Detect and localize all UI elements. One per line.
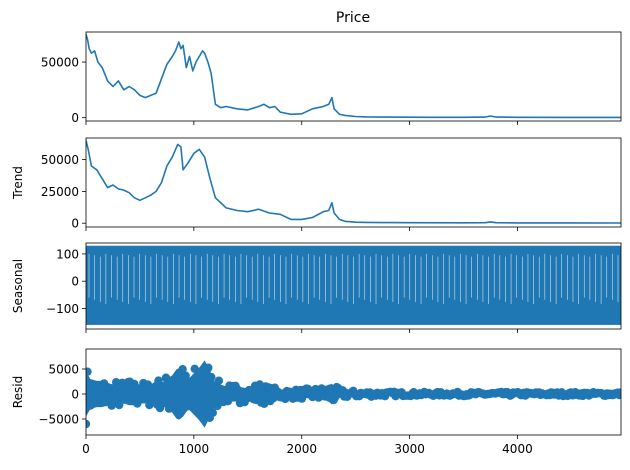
trend-data [86,140,621,224]
resid-point [196,383,205,392]
resid-point [137,394,147,404]
panel-trend: 0 25000 50000 Trend [11,137,622,231]
x-tick-label: 0 [82,442,90,456]
resid-data [86,360,621,429]
resid-point [86,419,91,429]
resid-point [154,376,163,385]
y-tick-label: −5000 [38,413,79,427]
panel-observed: 0 50000 [41,31,622,125]
resid-point [155,403,165,413]
y-tick-label: 0 [71,388,79,402]
resid-point [190,364,199,373]
resid-point [143,380,153,389]
resid-point [102,393,112,402]
panel-seasonal: −100 0 100 Seasonal [11,242,622,333]
resid-point [118,378,127,387]
panel-resid: −5000 0 5000 0 1000 2000 3000 4000 Resid [11,348,622,456]
resid-point [175,382,184,391]
x-tick-label: 3000 [394,442,425,456]
resid-point [297,394,307,403]
resid-point [187,389,196,398]
x-tick-label: 2000 [286,442,317,456]
resid-point [232,384,242,393]
resid-point [616,388,621,397]
resid-axes-frame [85,348,622,436]
resid-point [130,379,139,389]
resid-point [193,376,202,385]
resid-point [181,371,190,380]
chart-title: Price [336,10,370,26]
trend-series-line [86,140,621,224]
resid-point [281,394,290,404]
observed-data [86,33,621,119]
resid-point [86,367,92,376]
y-tick-label: 50000 [41,56,79,70]
resid-point [207,372,216,382]
resid-point [192,396,201,405]
resid-point [222,387,231,397]
y-tick-label: 25000 [41,185,79,199]
x-tick-label: 1000 [179,442,210,456]
resid-point [223,397,233,406]
y-tick-label: 100 [56,247,79,261]
y-axis-label: Trend [11,166,25,200]
seasonal-axes-frame [85,242,622,330]
resid-point [90,396,100,405]
resid-point [210,393,219,402]
observed-series-line [86,33,621,119]
resid-point [176,407,186,416]
resid-point [208,408,217,417]
resid-point [115,400,124,410]
y-tick-label: 5000 [48,363,79,377]
y-tick-label: 0 [71,217,79,231]
y-tick-label: 0 [71,111,79,125]
resid-point [178,365,187,374]
resid-point [89,388,98,397]
y-axis-label: Resid [11,376,25,408]
resid-point [107,401,116,410]
y-tick-label: 50000 [41,153,79,167]
resid-point [204,363,213,372]
seasonal-data [86,245,621,325]
x-tick-label: 4000 [502,442,533,456]
y-axis-label: Seasonal [11,259,25,313]
resid-point [201,399,210,408]
y-tick-label: 0 [71,275,79,289]
resid-point [214,376,224,385]
resid-point [161,373,171,382]
resid-point [172,400,181,410]
resid-point [122,387,131,396]
resid-point [158,394,168,404]
resid-point [170,394,180,403]
trend-axes-frame [85,137,622,228]
y-tick-label: −100 [46,302,79,316]
observed-axes-frame [85,31,622,122]
